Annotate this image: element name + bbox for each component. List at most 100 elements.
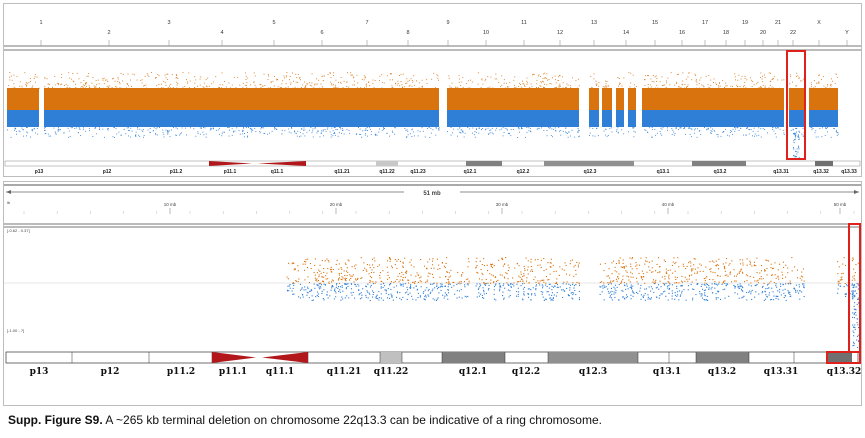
loss-point <box>534 293 536 295</box>
loss-point <box>835 131 837 132</box>
loss-point <box>436 127 437 129</box>
gain-point <box>242 82 244 84</box>
ideogram-bar <box>4 160 861 167</box>
zoom-tick-label: 20 mb <box>330 202 343 207</box>
gain-point <box>505 272 507 274</box>
gain-point <box>691 281 693 283</box>
gain-point <box>163 88 165 89</box>
gain-point <box>572 259 574 261</box>
gain-point <box>751 79 753 81</box>
loss-point <box>845 292 847 294</box>
gain-point <box>830 85 832 87</box>
gain-point <box>604 87 606 89</box>
loss-point <box>364 134 366 136</box>
gain-point <box>360 257 362 259</box>
gain-point <box>300 79 301 81</box>
dropout-point <box>853 294 855 296</box>
loss-point <box>534 294 536 296</box>
gain-point <box>740 78 742 80</box>
gain-point <box>425 281 427 283</box>
loss-point <box>659 131 661 132</box>
loss-point <box>199 133 201 135</box>
loss-point <box>770 299 772 301</box>
gain-point <box>34 76 36 78</box>
loss-point <box>726 283 728 285</box>
gain-point <box>332 280 334 282</box>
loss-point <box>626 294 628 296</box>
loss-point <box>381 129 383 131</box>
gain-point <box>498 82 500 84</box>
gain-point <box>681 281 683 283</box>
loss-point <box>437 286 439 288</box>
gain-point <box>73 81 75 83</box>
gain-point <box>769 84 771 86</box>
gain-point <box>377 265 379 267</box>
loss-point <box>423 298 425 300</box>
gain-point <box>206 86 208 88</box>
loss-point <box>362 130 364 132</box>
loss-point <box>326 294 328 296</box>
gain-point <box>781 79 783 81</box>
loss-point <box>325 284 327 286</box>
loss-point <box>510 286 512 288</box>
loss-point <box>274 128 276 130</box>
loss-point <box>572 284 574 286</box>
loss-point <box>521 127 522 129</box>
gain-point <box>402 73 404 75</box>
gain-point <box>631 273 633 275</box>
gain-point <box>113 77 114 79</box>
loss-point <box>155 134 157 136</box>
gain-point <box>105 79 106 81</box>
loss-point <box>565 283 567 285</box>
gain-point <box>711 260 713 262</box>
gain-point <box>292 72 293 74</box>
gain-point <box>484 283 486 285</box>
gain-point <box>486 264 488 266</box>
loss-point <box>549 297 551 299</box>
gain-point <box>398 281 400 283</box>
dropout-point <box>793 155 794 157</box>
loss-point <box>425 296 427 298</box>
loss-point <box>490 129 492 131</box>
loss-point <box>458 296 460 298</box>
gain-point <box>519 276 521 278</box>
gain-point <box>408 79 410 81</box>
dropout-point <box>858 327 860 329</box>
loss-point <box>502 135 504 137</box>
gain-point <box>338 263 340 265</box>
loss-point <box>236 127 238 129</box>
loss-point <box>213 128 214 130</box>
loss-point <box>737 286 739 288</box>
loss-point <box>611 293 613 295</box>
gain-point <box>157 74 159 75</box>
gain-point <box>716 84 717 85</box>
gain-point <box>552 264 554 266</box>
loss-point <box>399 292 401 294</box>
loss-point <box>793 287 795 289</box>
gain-point <box>543 281 545 283</box>
gain-point <box>540 259 542 261</box>
loss-point <box>617 299 619 301</box>
loss-point <box>692 288 694 290</box>
gain-point <box>608 268 610 270</box>
gain-point <box>674 263 676 265</box>
gain-point <box>370 272 372 274</box>
gain-point <box>470 79 471 81</box>
loss-point <box>476 283 478 285</box>
gain-point <box>382 270 384 272</box>
loss-point <box>143 129 144 131</box>
gain-point <box>341 268 343 270</box>
loss-point <box>536 128 538 130</box>
loss-point <box>227 127 229 128</box>
gain-point <box>762 278 764 280</box>
loss-point <box>767 132 768 134</box>
gain-point <box>163 88 165 89</box>
loss-point <box>732 128 734 130</box>
gain-point <box>541 82 542 84</box>
loss-point <box>317 130 318 132</box>
loss-point <box>395 127 396 129</box>
gain-point <box>157 87 159 89</box>
gain-point <box>480 87 482 88</box>
loss-point <box>768 294 770 296</box>
gain-point <box>255 86 257 88</box>
